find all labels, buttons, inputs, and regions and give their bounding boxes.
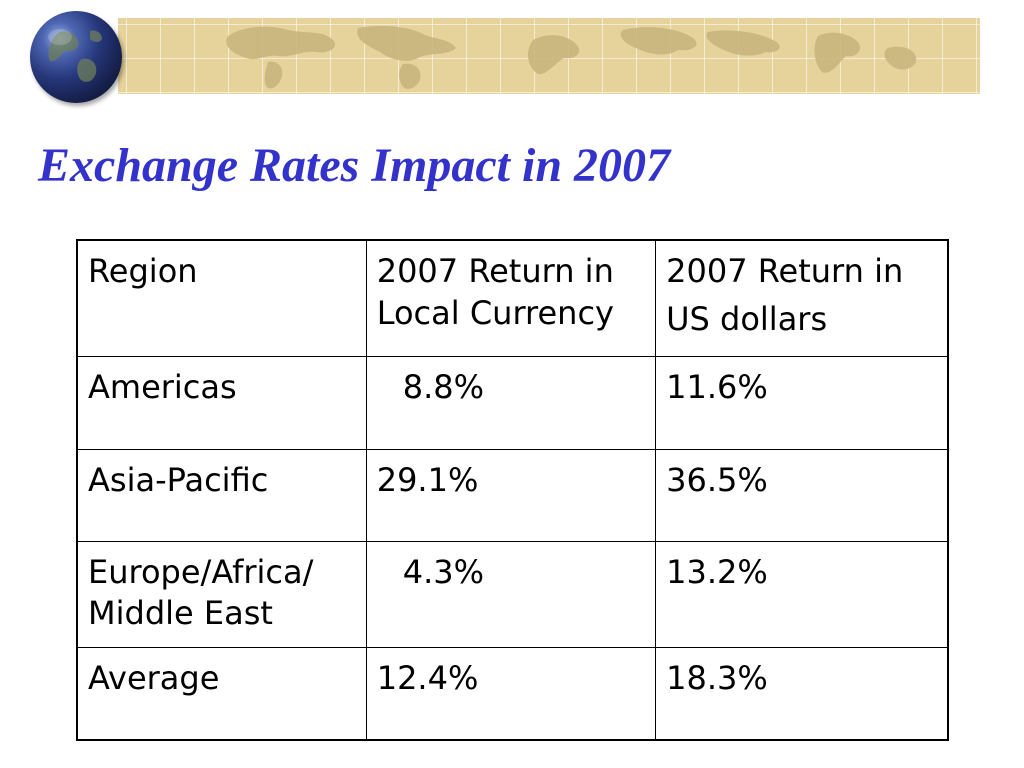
returns-table: Region 2007 Return in Local Currency 200…: [76, 239, 949, 741]
region-name: Average: [88, 658, 220, 697]
world-map-graphic: [226, 26, 917, 89]
local-return-value: 29.1%: [376, 460, 479, 499]
local-return-cell: 29.1%: [365, 448, 657, 542]
region-cell: Asia-Pacific: [76, 448, 367, 542]
table-header-row: Region 2007 Return in Local Currency 200…: [76, 239, 949, 357]
region-name-line1: Europe/Africa/: [88, 552, 314, 591]
usd-return-value: 18.3%: [666, 658, 768, 697]
usd-return-cell: 36.5%: [655, 448, 949, 542]
table-row: Europe/Africa/ Middle East 4.3% 13.2%: [76, 540, 949, 648]
region-cell: Americas: [76, 355, 367, 450]
usd-return-value: 11.6%: [666, 367, 768, 406]
slide-title: Exchange Rates Impact in 2007: [38, 139, 671, 192]
region-name-line2: Middle East: [88, 594, 273, 633]
usd-return-cell: 18.3%: [655, 646, 949, 741]
globe-icon: [30, 11, 122, 103]
local-return-value: 12.4%: [376, 658, 479, 697]
local-return-value: 4.3%: [402, 552, 484, 591]
usd-return-cell: 13.2%: [655, 540, 949, 648]
region-cell: Average: [76, 646, 367, 741]
header-local-line2: Local Currency: [376, 293, 614, 332]
globe-graphic: [48, 29, 102, 82]
local-return-value: 8.8%: [402, 367, 484, 406]
header-region: Region: [76, 239, 367, 357]
usd-return-cell: 11.6%: [655, 355, 949, 450]
header-usd-return: 2007 Return in US dollars: [655, 239, 949, 357]
header-local-line1: 2007 Return in: [376, 252, 614, 290]
header-usd-line2: US dollars: [666, 299, 828, 338]
table-row: Americas 8.8% 11.6%: [76, 355, 949, 450]
table-row: Asia-Pacific 29.1% 36.5%: [76, 448, 949, 542]
header-local-return: 2007 Return in Local Currency: [365, 239, 657, 357]
region-name: Americas: [88, 367, 237, 406]
region-cell: Europe/Africa/ Middle East: [76, 540, 367, 648]
local-return-cell: 4.3%: [365, 540, 657, 648]
table-row: Average 12.4% 18.3%: [76, 646, 949, 741]
usd-return-value: 13.2%: [666, 552, 768, 591]
header-region-text: Region: [88, 252, 198, 290]
local-return-cell: 12.4%: [365, 646, 657, 741]
usd-return-value: 36.5%: [666, 460, 768, 499]
header-usd-line1: 2007 Return in: [666, 252, 904, 290]
local-return-cell: 8.8%: [365, 355, 657, 450]
world-map-banner: [118, 18, 980, 94]
region-name: Asia-Pacific: [88, 460, 269, 499]
